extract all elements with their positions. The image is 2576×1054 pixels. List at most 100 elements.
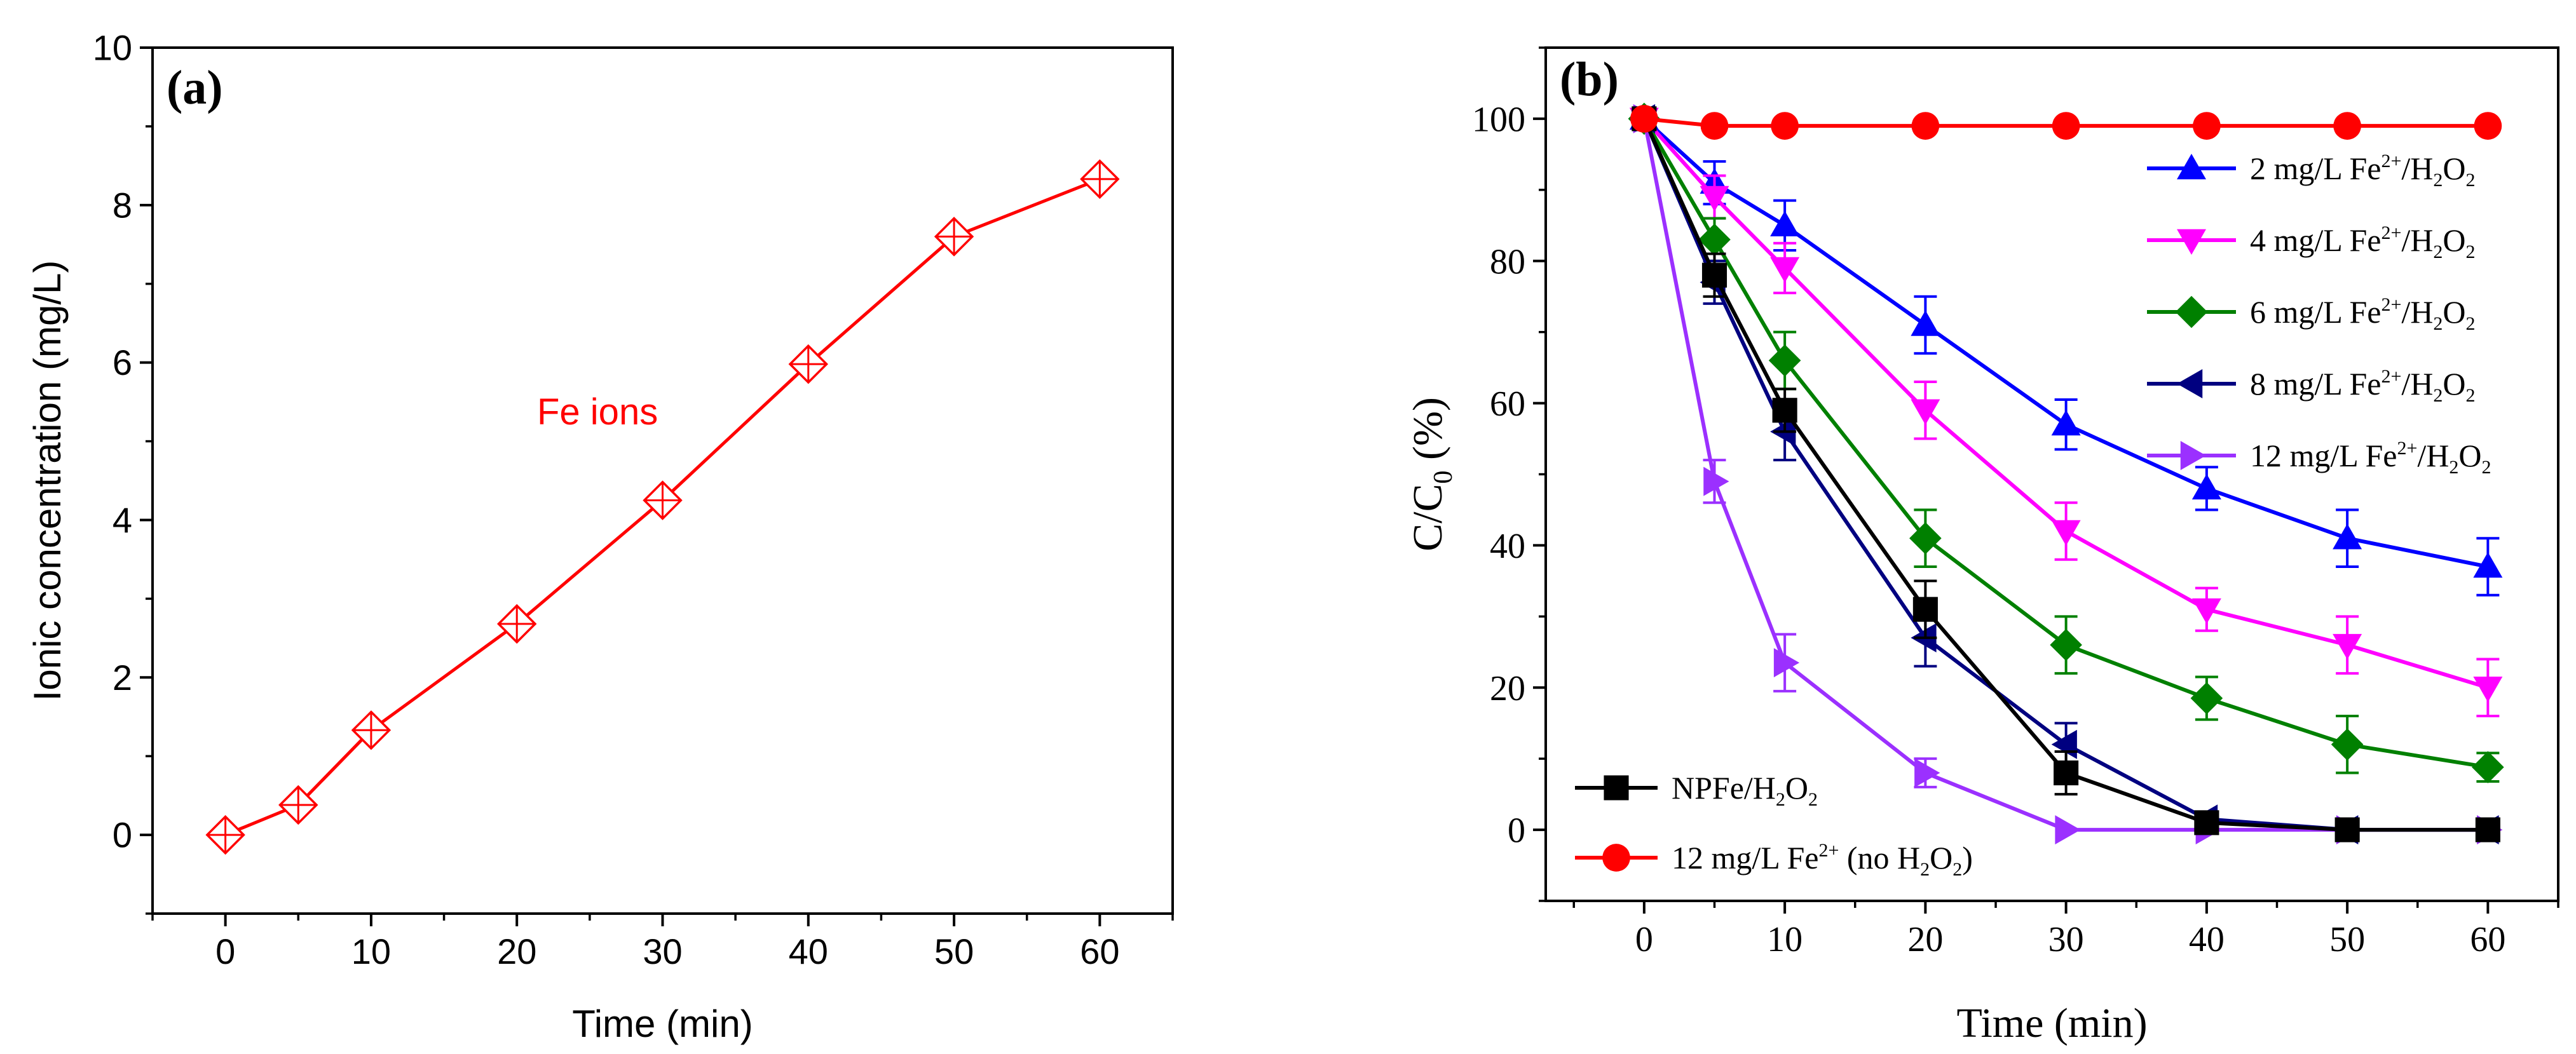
y-tick-label: 20 <box>1490 669 1525 708</box>
data-point <box>2474 112 2502 140</box>
data-point <box>1909 522 1942 555</box>
data-point <box>2191 473 2221 500</box>
x-tick-label: 60 <box>1080 931 1119 971</box>
data-point <box>2055 815 2081 845</box>
data-point <box>2473 551 2503 578</box>
y-axis-label-part: (%) <box>1405 397 1451 470</box>
label-segment: ) <box>1962 840 1973 875</box>
label-segment: 12 mg/L Fe <box>2250 438 2397 473</box>
label-segment: 2 <box>2449 457 2458 478</box>
label-segment: NPFe/H <box>1672 770 1776 806</box>
panel-label: (a) <box>167 61 223 114</box>
legend-label: 4 mg/L Fe2+​/H2​O2​ <box>2250 222 2476 262</box>
data-point <box>934 217 974 257</box>
legend-label: 12 mg/L Fe2+​ (no H2​O2​) <box>1672 840 1973 880</box>
label-segment: 2 <box>2433 385 2443 406</box>
data-point <box>1911 310 1940 336</box>
data-point <box>1768 344 1801 377</box>
data-point <box>496 604 537 644</box>
label-segment: 2 <box>2433 313 2443 334</box>
label-segment: 2+ <box>2381 151 2401 172</box>
label-segment: O <box>2458 438 2481 473</box>
data-point <box>1698 223 1731 256</box>
label-segment: 2 <box>1808 789 1818 810</box>
series-line <box>1642 118 2488 832</box>
data-point <box>1911 112 1940 140</box>
data-point <box>2473 677 2503 703</box>
data-point <box>1914 758 1940 788</box>
data-point <box>1703 466 1729 496</box>
series-4 <box>1633 104 2503 845</box>
x-axis-label: Time (min) <box>1956 1000 2147 1046</box>
data-point <box>1700 112 1729 140</box>
legend-label: 2 mg/L Fe2+​/H2​O2​ <box>2250 151 2476 191</box>
label-segment: 2 <box>2433 170 2443 191</box>
y-tick-label: 10 <box>93 28 132 68</box>
data-point <box>2054 760 2079 786</box>
y-tick-label: 4 <box>112 500 132 540</box>
label-segment: 2 <box>2433 241 2443 262</box>
data-point <box>1630 105 1658 133</box>
data-point <box>1773 648 1800 678</box>
label-segment: 4 mg/L Fe <box>2250 222 2381 258</box>
data-point <box>2472 751 2504 783</box>
y-axis-label: C/C0 (%) <box>1405 397 1458 551</box>
series-6 <box>1630 105 2502 140</box>
legend-marker <box>2180 441 2206 470</box>
label-segment: 2 <box>2466 170 2476 191</box>
label-segment: 2+ <box>2381 294 2401 315</box>
label-segment: /H <box>2401 366 2433 402</box>
legend-label: 8 mg/L Fe2+​/H2​O2​ <box>2250 366 2476 406</box>
y-tick-label: 100 <box>1472 100 1525 140</box>
label-segment: 2 <box>1776 789 1785 810</box>
data-point <box>205 814 245 855</box>
series-line-fe-ions <box>224 177 1101 837</box>
label-segment: O <box>2443 294 2465 330</box>
x-tick-label: 50 <box>2329 920 2365 959</box>
label-segment: /H <box>2401 222 2433 258</box>
y-axis-label-part: 0 <box>1429 471 1458 484</box>
x-axis-label: Time (min) <box>572 1003 753 1045</box>
label-segment: (no H <box>1839 840 1920 875</box>
x-tick-label: 40 <box>789 931 828 971</box>
label-segment: 6 mg/L Fe <box>2250 294 2381 330</box>
data-point <box>351 710 392 750</box>
data-point <box>2051 520 2081 546</box>
data-point <box>1912 597 1938 622</box>
y-tick-label: 2 <box>112 658 132 698</box>
x-tick-label: 40 <box>2189 920 2225 959</box>
y-axis-label-part: C/C <box>1405 484 1451 551</box>
x-tick-label: 60 <box>2470 920 2505 959</box>
series-line <box>1642 117 2489 690</box>
label-segment: 2 <box>2466 385 2476 406</box>
data-point <box>2051 410 2081 436</box>
data-point <box>1911 399 1940 425</box>
label-segment: O <box>1785 770 1808 806</box>
label-segment: /H <box>2401 294 2433 330</box>
x-tick-label: 0 <box>1635 920 1653 959</box>
data-point <box>2475 817 2500 842</box>
series-annotation: Fe ions <box>537 391 658 433</box>
x-tick-label: 30 <box>2048 920 2084 959</box>
y-tick-label: 0 <box>1508 811 1525 851</box>
legend-marker <box>2177 229 2206 255</box>
x-tick-label: 20 <box>497 931 536 971</box>
y-tick-label: 40 <box>1490 527 1525 566</box>
legend-marker <box>2177 369 2203 398</box>
legend-label: 6 mg/L Fe2+​/H2​O2​ <box>2250 294 2476 334</box>
data-point <box>1772 398 1797 423</box>
y-axis-label: Ionic concentration (mg/L) <box>26 260 69 701</box>
data-point <box>2333 633 2362 660</box>
data-point <box>278 785 318 825</box>
label-segment: 2 mg/L Fe <box>2250 151 2381 186</box>
y-tick-label: 80 <box>1490 242 1525 281</box>
data-point <box>1080 159 1120 199</box>
label-segment: 2 <box>2466 241 2476 262</box>
label-segment: 8 mg/L Fe <box>2250 366 2381 402</box>
label-segment: 2+ <box>1818 840 1839 861</box>
legend-label: NPFe/H2​O2​ <box>1672 770 1818 810</box>
data-point <box>2333 112 2361 140</box>
panel-label: (b) <box>1560 53 1619 106</box>
x-tick-label: 50 <box>934 931 974 971</box>
